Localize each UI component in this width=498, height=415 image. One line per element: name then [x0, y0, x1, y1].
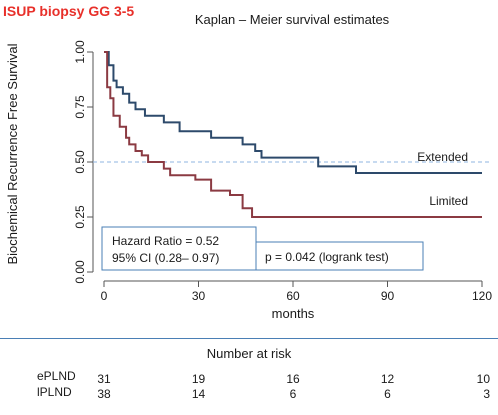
risk-values: 31 19 16 12 10 38 14 6 6 3 [97, 372, 490, 401]
hazard-ratio-text: Hazard Ratio = 0.52 [112, 234, 219, 248]
x-tick-label: 30 [192, 289, 206, 303]
ci-text: 95% CI (0.28– 0.97) [112, 251, 219, 265]
y-axis-label: Biochemical Recurrence Free Survival [5, 43, 20, 264]
x-ticks: 0 30 60 90 120 [101, 281, 492, 303]
risk-value: 19 [192, 372, 206, 386]
x-axis-label: months [272, 306, 315, 321]
y-tick-label: 1.00 [73, 40, 87, 64]
risk-value: 14 [192, 387, 206, 401]
y-ticks: 0.00 0.25 0.50 0.75 1.00 [73, 40, 93, 284]
risk-table-title: Number at risk [206, 346, 292, 361]
risk-value: 3 [483, 387, 490, 401]
x-tick-label: 0 [101, 289, 108, 303]
p-value-text: p = 0.042 (logrank test) [265, 250, 389, 264]
series-label-limited: Limited [429, 194, 468, 208]
y-tick-label: 0.00 [73, 260, 87, 284]
figure-label: ISUP biopsy GG 3-5 [3, 3, 134, 19]
risk-row-label-eplnd: ePLND [37, 369, 76, 383]
risk-value: 6 [384, 387, 391, 401]
curve-extended [104, 51, 482, 174]
hazard-ratio-box [101, 226, 257, 271]
risk-value: 10 [477, 372, 491, 386]
y-tick-label: 0.75 [73, 95, 87, 119]
x-tick-label: 90 [381, 289, 395, 303]
chart-title: Kaplan – Meier survival estimates [195, 12, 390, 27]
risk-value: 16 [286, 372, 300, 386]
risk-value: 38 [97, 387, 111, 401]
x-tick-label: 60 [286, 289, 300, 303]
series-label-extended: Extended [417, 150, 468, 164]
curve-limited [104, 51, 482, 218]
risk-row-label-lplnd: lPLND [37, 385, 72, 399]
y-tick-label: 0.25 [73, 205, 87, 229]
risk-table-divider [0, 338, 498, 339]
x-tick-label: 120 [472, 289, 492, 303]
risk-value: 31 [97, 372, 111, 386]
risk-value: 6 [290, 387, 297, 401]
p-value-box [254, 241, 424, 271]
y-tick-label: 0.50 [73, 150, 87, 174]
risk-value: 12 [381, 372, 395, 386]
